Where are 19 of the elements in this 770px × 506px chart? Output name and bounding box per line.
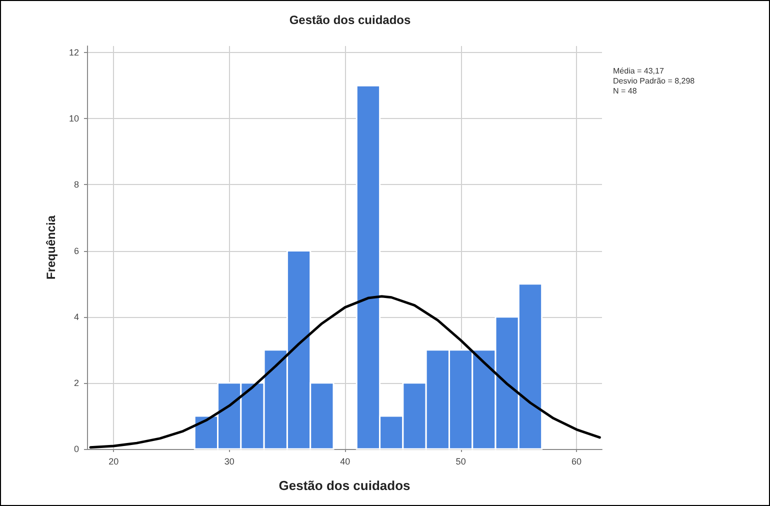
line-series	[89, 295, 601, 449]
y-tick-label: 0	[74, 444, 79, 454]
x-tick-label: 50	[456, 456, 466, 466]
text: N = 48	[613, 86, 638, 96]
text: Desvio Padrão = 8,298	[613, 76, 696, 86]
x-axis-title: Gestão dos cuidados	[278, 478, 410, 493]
y-axis-title: Frequência	[44, 215, 58, 280]
text: Média = 43,17	[613, 66, 664, 76]
x-tick-label: 60	[572, 456, 582, 466]
y-tick-label: 10	[68, 114, 79, 124]
y-tick-label: 6	[74, 246, 79, 256]
chart-title: Gestão dos cuidados	[289, 13, 412, 27]
y-tick-label: 4	[74, 312, 79, 322]
x-tick-label: 20	[108, 456, 119, 466]
x-tick-label: 30	[224, 456, 234, 466]
y-tick-label: 2	[74, 378, 79, 388]
y-tick-label: 8	[74, 180, 79, 190]
y-tick-label: 12	[68, 48, 79, 58]
x-tick-label: 40	[340, 456, 350, 466]
